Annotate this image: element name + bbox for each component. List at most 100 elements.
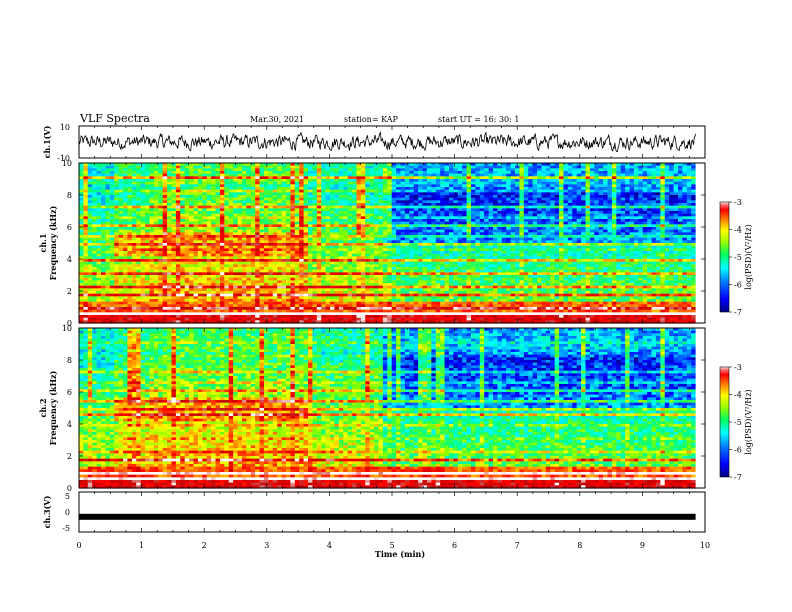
- spectrogram-cell: [290, 251, 296, 255]
- spectrogram-cell: [352, 240, 358, 244]
- spectrogram-cell: [378, 181, 384, 185]
- spectrogram-cell: [127, 301, 133, 305]
- spectrogram-cell: [180, 173, 186, 177]
- spectrogram-cell: [325, 269, 331, 273]
- spectrogram-cell: [365, 272, 371, 276]
- spectrogram-cell: [228, 299, 234, 303]
- spectrogram-cell: [330, 213, 336, 217]
- spectrogram-cell: [338, 235, 344, 239]
- spectrogram-cell: [202, 219, 208, 223]
- spectrogram-cell: [211, 301, 217, 305]
- spectrogram-cell: [171, 173, 177, 177]
- spectrogram-cell: [356, 296, 362, 300]
- spectrogram-cell: [418, 240, 424, 244]
- spectrogram-cell: [400, 189, 406, 193]
- spectrogram-cell: [413, 213, 419, 217]
- spectrogram-cell: [422, 240, 428, 244]
- spectrogram-cell: [87, 237, 93, 241]
- spectrogram-cell: [180, 176, 186, 180]
- spectrogram-cell: [294, 285, 300, 289]
- spectrogram-cell: [136, 219, 142, 223]
- spectrogram-cell: [123, 283, 129, 287]
- spectrogram-cell: [352, 219, 358, 223]
- spectrogram-cell: [378, 264, 384, 268]
- spectrogram-cell: [96, 181, 102, 185]
- spectrogram-cell: [431, 200, 437, 204]
- spectrogram-cell: [189, 221, 195, 225]
- spectrogram-cell: [171, 181, 177, 185]
- spectrogram-cell: [127, 221, 133, 225]
- spectrogram-cell: [101, 272, 107, 276]
- spectrogram-cell: [409, 312, 415, 316]
- spectrogram-cell: [118, 283, 124, 287]
- spectrogram-cell: [277, 173, 283, 177]
- spectrogram-cell: [96, 176, 102, 180]
- spectrogram-cell: [308, 259, 314, 263]
- spectrogram-cell: [79, 296, 84, 300]
- spectrogram-cell: [83, 229, 89, 233]
- spectrogram-cell: [356, 184, 362, 188]
- spectrogram-cell: [101, 261, 107, 265]
- spectrogram-cell: [334, 192, 340, 196]
- spectrogram-cell: [338, 299, 344, 303]
- spectrogram-cell: [87, 269, 93, 273]
- spectrogram-cell: [233, 213, 239, 217]
- spectrogram-cell: [92, 243, 98, 247]
- spectrogram-cell: [219, 288, 225, 292]
- spectrogram-cell: [299, 285, 305, 289]
- spectrogram-cell: [184, 205, 190, 209]
- spectrogram-cell: [127, 211, 133, 215]
- spectrogram-cell: [241, 288, 247, 292]
- spectrogram-cell: [211, 187, 217, 191]
- spectrogram-cell: [316, 216, 322, 220]
- spectrogram-cell: [145, 187, 151, 191]
- spectrogram-cell: [426, 261, 432, 265]
- spectrogram-cell: [303, 269, 309, 273]
- spectrogram-cell: [175, 176, 181, 180]
- spectrogram-cell: [246, 304, 252, 308]
- spectrogram-cell: [87, 320, 93, 324]
- spectrogram-cell: [316, 168, 322, 172]
- spectrogram-cell: [303, 187, 309, 191]
- spectrogram-cell: [145, 224, 151, 228]
- spectrogram-cell: [382, 229, 388, 233]
- spectrogram-cell: [246, 224, 252, 228]
- spectrogram-cell: [259, 269, 265, 273]
- spectrogram-cell: [334, 216, 340, 220]
- spectrogram-cell: [215, 171, 221, 175]
- spectrogram-cell: [312, 173, 318, 177]
- spectrogram-cell: [409, 296, 415, 300]
- spectrogram-cell: [136, 256, 142, 260]
- spectrogram-cell: [431, 224, 437, 228]
- spectrogram-cell: [409, 200, 415, 204]
- spectrogram-cell: [281, 285, 287, 289]
- spectrogram-cell: [396, 229, 402, 233]
- spectrogram-cell: [184, 181, 190, 185]
- spectrogram-cell: [171, 307, 177, 311]
- spectrogram-cell: [153, 237, 159, 241]
- spectrogram-cell: [123, 184, 129, 188]
- spectrogram-cell: [347, 200, 353, 204]
- spectrogram-cell: [241, 173, 247, 177]
- spectrogram-cell: [347, 317, 353, 321]
- spectrogram-cell: [338, 192, 344, 196]
- spectrogram-cell: [374, 245, 380, 249]
- spectrogram-cell: [431, 232, 437, 236]
- spectrogram-cell: [127, 248, 133, 252]
- spectrogram-cell: [79, 213, 84, 217]
- spectrogram-cell: [158, 163, 164, 167]
- spectrogram-cell: [180, 253, 186, 257]
- spectrogram-cell: [255, 275, 261, 279]
- spectrogram-cell: [255, 301, 261, 305]
- spectrogram-cell: [202, 293, 208, 297]
- spectrogram-cell: [374, 291, 380, 295]
- spectrogram-cell: [109, 283, 115, 287]
- spectrogram-cell: [224, 253, 230, 257]
- spectrogram-cell: [316, 211, 322, 215]
- spectrogram-cell: [211, 277, 217, 281]
- spectrogram-cell: [303, 227, 309, 231]
- spectrogram-cell: [184, 229, 190, 233]
- spectrogram-cell: [193, 253, 199, 257]
- spectrogram-cell: [171, 309, 177, 313]
- spectrogram-cell: [312, 312, 318, 316]
